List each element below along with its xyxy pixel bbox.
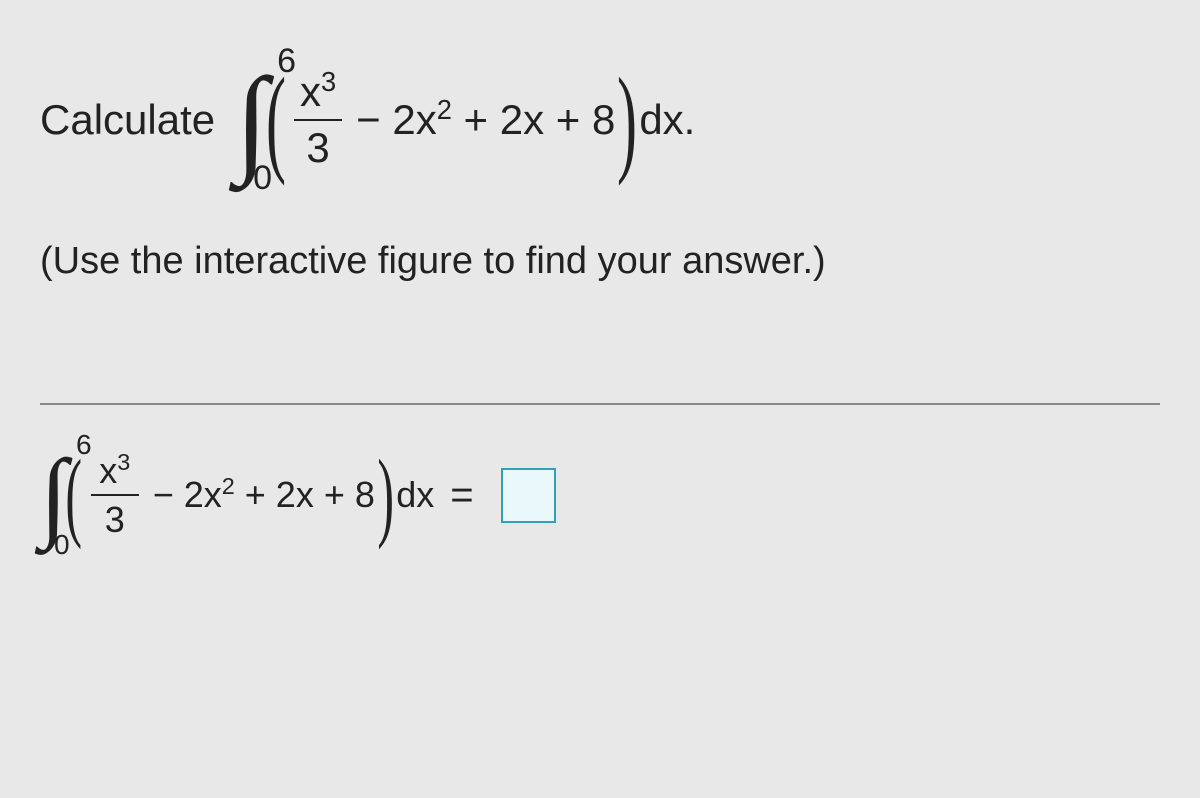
answer-integrand-middle: − 2x2 + 2x + 8 (153, 474, 375, 516)
answer-integral-symbol-wrapper: 6 ∫ 0 (40, 435, 67, 555)
right-paren-icon: ) (617, 60, 637, 180)
section-divider (40, 403, 1160, 405)
integral-symbol-wrapper: 6 ∫ 0 (235, 50, 268, 190)
integrand-middle: − 2x2 + 2x + 8 (356, 96, 615, 144)
question-line: Calculate 6 ∫ 0 ( x3 3 − 2x2 + 2x + 8 ) … (40, 50, 1160, 190)
answer-fraction-numerator: x3 (93, 447, 136, 494)
equals-sign: = (450, 473, 473, 518)
fraction: x3 3 (294, 65, 342, 176)
answer-left-paren-icon: ( (66, 445, 83, 545)
answer-line: 6 ∫ 0 ( x3 3 − 2x2 + 2x + 8 ) dx = (40, 435, 1160, 555)
integral-expression: 6 ∫ 0 ( x3 3 − 2x2 + 2x + 8 ) dx. (235, 50, 699, 190)
answer-dx-text: dx (396, 474, 434, 516)
fraction-denominator: 3 (300, 121, 335, 175)
dx-text: dx. (639, 96, 695, 144)
answer-right-paren-icon: ) (377, 445, 394, 545)
fraction-numerator: x3 (294, 65, 342, 119)
answer-fraction: x3 3 (91, 447, 139, 543)
instruction-text: (Use the interactive figure to find your… (40, 240, 1160, 283)
calculate-label: Calculate (40, 96, 215, 144)
answer-integral-expression: 6 ∫ 0 ( x3 3 − 2x2 + 2x + 8 ) dx (40, 435, 438, 555)
answer-input-box[interactable] (501, 468, 556, 523)
answer-fraction-denominator: 3 (99, 496, 131, 543)
left-paren-icon: ( (266, 60, 286, 180)
